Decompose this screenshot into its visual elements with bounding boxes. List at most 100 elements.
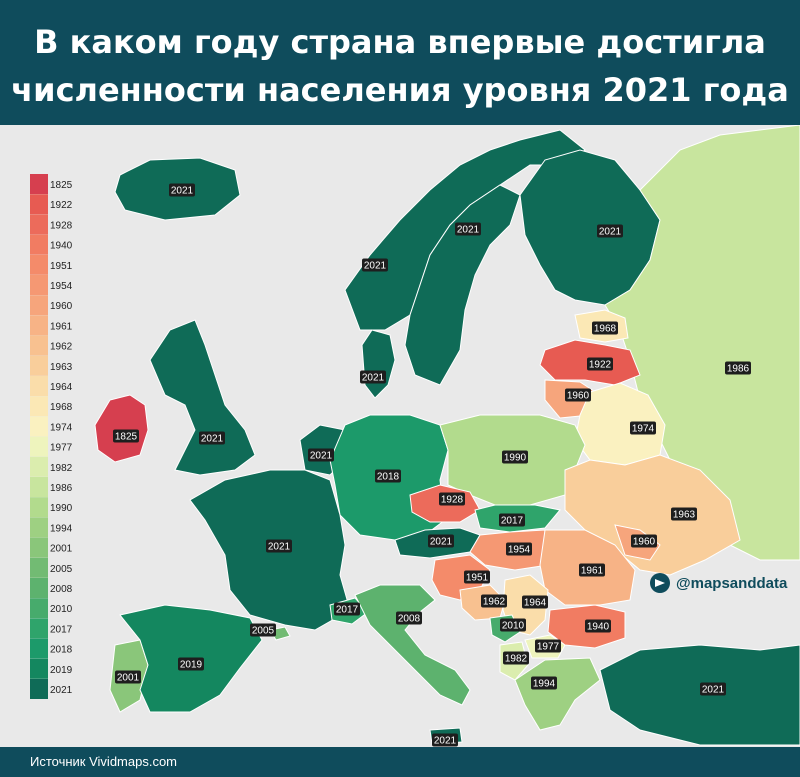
legend-swatch xyxy=(30,335,48,356)
year-label-bosnia: 1962 xyxy=(481,594,507,608)
year-label-text: 1922 xyxy=(589,360,612,371)
legend-swatch xyxy=(30,598,48,619)
legend-swatch xyxy=(30,578,48,598)
year-label-bg xyxy=(585,619,611,633)
year-label-bg xyxy=(362,258,388,272)
year-label-text: 1962 xyxy=(483,597,506,608)
year-label-bg xyxy=(396,611,422,625)
year-label-text: 2021 xyxy=(364,261,387,272)
year-label-ukraine: 1963 xyxy=(671,507,697,521)
legend-swatch xyxy=(30,477,48,497)
country-ireland xyxy=(94,394,149,463)
legend-swatch xyxy=(30,416,48,437)
europe-map: 1825 1922 1928 1940 1951 1954 1960 1961 1962 1963… xyxy=(0,125,800,747)
legend-swatch xyxy=(30,315,48,336)
legend: 1825 1922 1928 1940 1951 1954 1960 1961 1962 1963… xyxy=(30,174,73,699)
year-label-text: 1977 xyxy=(537,642,560,653)
year-label-bg xyxy=(579,563,605,577)
year-label-text: 2005 xyxy=(252,626,275,637)
legend-swatch xyxy=(30,456,48,477)
year-label-bg xyxy=(250,623,276,637)
year-label-bg xyxy=(481,594,507,608)
legend-swatch xyxy=(30,376,48,396)
year-label-bg xyxy=(439,492,465,506)
year-label-moldova: 1960 xyxy=(631,534,657,548)
legend-label: 2010 xyxy=(50,604,73,615)
legend-label: 1961 xyxy=(50,321,73,332)
year-label-poland: 1990 xyxy=(502,450,528,464)
year-label-romania: 1961 xyxy=(579,563,605,577)
year-label-text: 1964 xyxy=(524,598,547,609)
year-label-text: 1982 xyxy=(505,654,528,665)
legend-swatch xyxy=(30,537,48,558)
legend-swatch xyxy=(30,214,48,235)
legend-label: 1951 xyxy=(50,261,73,272)
year-label-russia: 1986 xyxy=(725,361,751,375)
header: В каком году страна впервые достигла чис… xyxy=(0,0,800,125)
year-label-spain-balearic: 2005 xyxy=(250,623,276,637)
legend-swatch xyxy=(30,436,48,457)
year-label-estonia: 1968 xyxy=(592,321,618,335)
year-label-text: 2021 xyxy=(430,537,453,548)
year-label-greece: 1994 xyxy=(531,676,557,690)
telegram-badge: @mapsanddata xyxy=(650,572,787,594)
year-label-bg xyxy=(531,676,557,690)
year-label-text: 2010 xyxy=(502,621,525,632)
year-label-switzerland: 2017 xyxy=(334,602,360,616)
year-label-text: 1940 xyxy=(587,622,610,633)
year-label-norway: 2021 xyxy=(362,258,388,272)
legend-swatch xyxy=(30,355,48,376)
year-label-text: 2001 xyxy=(117,673,140,684)
legend-swatch xyxy=(30,618,48,639)
legend-label: 1960 xyxy=(50,301,73,312)
year-label-turkey: 2021 xyxy=(700,682,726,696)
year-label-sweden: 2021 xyxy=(455,222,481,236)
year-label-denmark: 2021 xyxy=(360,370,386,384)
year-label-albania: 1982 xyxy=(503,651,529,665)
year-label-bg xyxy=(597,224,623,238)
year-label-bg xyxy=(115,670,141,684)
year-label-bg xyxy=(502,450,528,464)
year-label-bg xyxy=(522,595,548,609)
country-turkey xyxy=(599,644,800,746)
year-label-bg xyxy=(500,618,526,632)
year-label-text: 1951 xyxy=(466,573,489,584)
year-label-bg xyxy=(375,469,401,483)
year-label-text: 2008 xyxy=(398,614,421,625)
year-label-lithuania: 1960 xyxy=(565,388,591,402)
legend-swatch xyxy=(30,295,48,316)
year-label-serbia: 1964 xyxy=(522,595,548,609)
legend-swatch xyxy=(30,254,48,275)
legend-label: 1990 xyxy=(50,503,73,514)
year-label-text: 2018 xyxy=(377,472,400,483)
legend-label: 1977 xyxy=(50,443,73,454)
legend-label: 1994 xyxy=(50,523,73,534)
legend-label: 1928 xyxy=(50,220,73,231)
year-label-text: 1961 xyxy=(581,566,604,577)
legend-label: 2018 xyxy=(50,645,73,656)
year-label-bg xyxy=(266,539,292,553)
year-label-text: 1963 xyxy=(673,510,696,521)
legend-label: 2021 xyxy=(50,685,73,696)
year-label-text: 1960 xyxy=(633,537,656,548)
legend-label: 1982 xyxy=(50,463,73,474)
country-uk xyxy=(149,319,256,476)
year-label-text: 2021 xyxy=(171,186,194,197)
year-label-bg xyxy=(499,513,525,527)
legend-label: 2017 xyxy=(50,624,73,635)
year-label-text: 1994 xyxy=(533,679,556,690)
year-label-finland: 2021 xyxy=(597,224,623,238)
year-label-text: 2019 xyxy=(180,660,203,671)
year-label-north-macedonia: 1977 xyxy=(535,639,561,653)
year-label-bg xyxy=(506,542,532,556)
country-italy xyxy=(354,584,471,706)
year-label-austria: 2021 xyxy=(428,534,454,548)
telegram-handle: @mapsanddata xyxy=(676,574,788,592)
year-label-text: 2021 xyxy=(457,225,480,236)
year-label-bg xyxy=(432,733,458,747)
footer: Источник Vividmaps.com xyxy=(0,747,800,777)
title-line-1: В каком году страна впервые достигла xyxy=(34,23,766,61)
year-label-bg xyxy=(565,388,591,402)
year-label-text: 2021 xyxy=(702,685,725,696)
year-label-bg xyxy=(503,651,529,665)
